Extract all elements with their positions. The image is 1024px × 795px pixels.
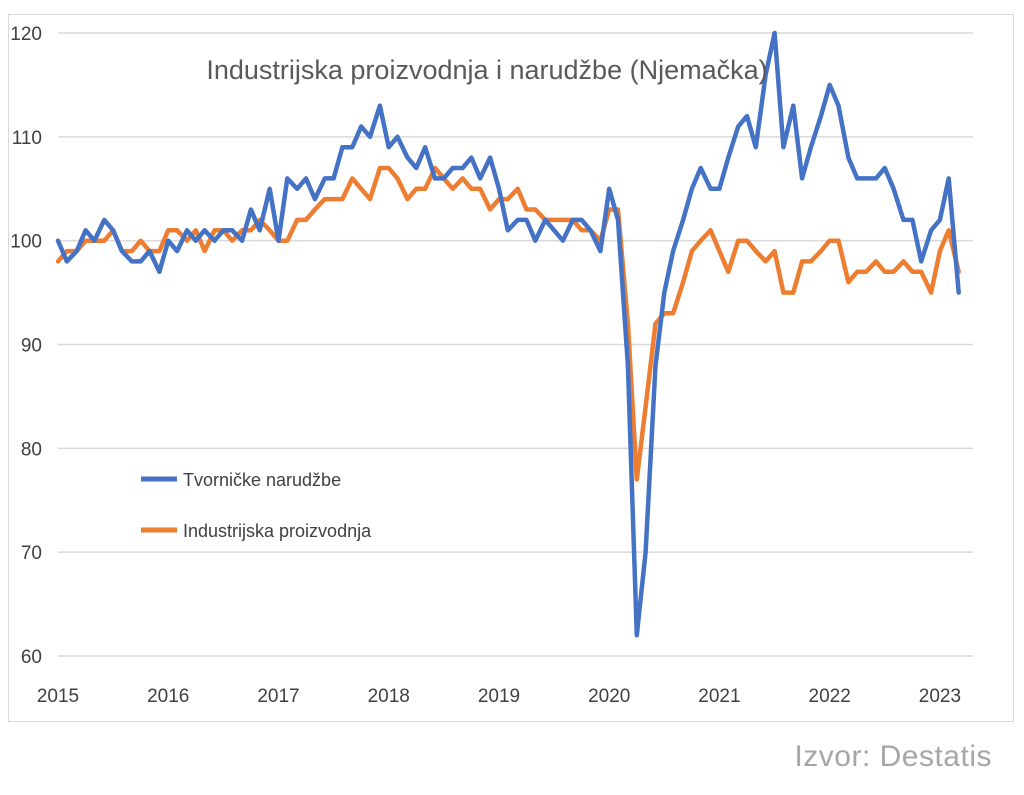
y-tick-label: 90 bbox=[21, 336, 42, 357]
chart-title: Industrijska proizvodnja i narudžbe (Nje… bbox=[206, 55, 767, 85]
legend-label-production: Industrijska proizvodnja bbox=[183, 521, 372, 541]
y-tick-label: 70 bbox=[21, 543, 42, 564]
x-tick-label: 2022 bbox=[809, 686, 851, 707]
x-axis-tick-labels: 2015 2016 2017 2018 2019 2020 2021 2022 2023 bbox=[37, 686, 961, 707]
series-line-production bbox=[55, 165, 961, 482]
legend-label-orders: Tvorničke narudžbe bbox=[183, 470, 341, 490]
source-note: Izvor: Destatis bbox=[794, 740, 992, 773]
y-tick-label: 80 bbox=[21, 439, 42, 460]
legend: Tvorničke narudžbe Industrijska proizvod… bbox=[141, 470, 372, 541]
x-tick-label: 2015 bbox=[37, 686, 79, 707]
x-tick-label: 2020 bbox=[588, 686, 630, 707]
x-tick-label: 2017 bbox=[257, 686, 299, 707]
x-tick-label: 2018 bbox=[368, 686, 410, 707]
y-tick-label: 110 bbox=[12, 128, 42, 149]
x-tick-label: 2023 bbox=[919, 686, 961, 707]
y-axis-tick-labels: 60 70 80 90 100 110 120 bbox=[10, 24, 42, 668]
y-tick-label: 60 bbox=[21, 647, 42, 668]
series-line-orders bbox=[55, 30, 961, 638]
series-lines bbox=[55, 30, 961, 638]
chart-frame: 60 70 80 90 100 110 120 2015 2016 2017 2018 2019 20… bbox=[8, 14, 1014, 722]
y-tick-label: 120 bbox=[10, 24, 42, 45]
x-tick-label: 2016 bbox=[147, 686, 189, 707]
x-tick-label: 2021 bbox=[698, 686, 740, 707]
gridlines bbox=[58, 32, 973, 657]
x-tick-label: 2019 bbox=[478, 686, 520, 707]
y-tick-label: 100 bbox=[10, 232, 42, 253]
